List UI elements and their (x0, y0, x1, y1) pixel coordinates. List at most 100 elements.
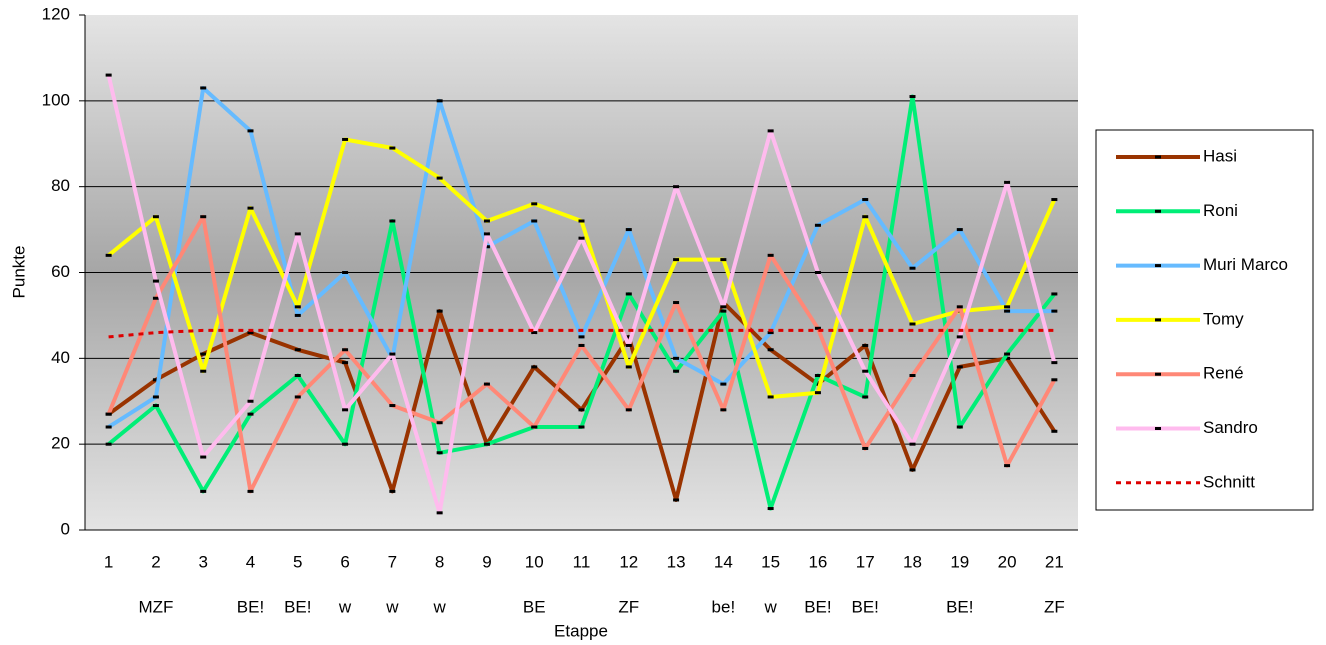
x-sublabel: w (433, 597, 447, 616)
x-tick-label: 17 (856, 552, 875, 571)
point-marker (200, 215, 207, 219)
y-axis-label: Punkte (9, 246, 28, 299)
y-tick-label: 0 (61, 519, 70, 538)
point-marker (200, 352, 207, 356)
y-tick-label: 80 (51, 176, 70, 195)
x-tick-label: 10 (525, 552, 544, 571)
point-marker (673, 301, 680, 305)
point-marker (105, 442, 112, 446)
x-sublabel: w (338, 597, 352, 616)
point-marker (1004, 309, 1011, 313)
point-marker (862, 446, 869, 450)
point-marker (342, 408, 349, 412)
point-marker (1004, 180, 1011, 184)
point-marker (342, 442, 349, 446)
point-marker (294, 305, 301, 309)
point-marker (956, 228, 963, 232)
x-tick-label: 8 (435, 552, 444, 571)
point-marker (720, 408, 727, 412)
point-marker (294, 395, 301, 399)
legend-label: Muri Marco (1203, 255, 1288, 274)
point-marker (673, 498, 680, 502)
point-marker (389, 219, 396, 223)
point-marker (814, 374, 821, 377)
point-marker (389, 404, 396, 408)
point-marker (956, 305, 963, 309)
point-marker (483, 219, 490, 223)
legend-marker (1155, 372, 1161, 376)
point-marker (625, 365, 632, 369)
point-marker (294, 374, 301, 377)
point-marker (578, 219, 585, 223)
point-marker (767, 331, 774, 335)
point-marker (1051, 378, 1058, 382)
point-marker (956, 365, 963, 369)
point-marker (105, 412, 112, 416)
x-sublabel: ZF (618, 597, 639, 616)
point-marker (814, 271, 821, 274)
legend-label: René (1203, 364, 1244, 383)
point-marker (909, 442, 916, 446)
point-marker (247, 399, 254, 403)
x-sublabel: MZF (138, 597, 173, 616)
point-marker (862, 369, 869, 373)
x-tick-label: 7 (388, 552, 397, 571)
point-marker (625, 228, 632, 232)
x-sublabel: BE! (946, 597, 973, 616)
point-marker (625, 335, 632, 339)
legend-marker (1155, 209, 1161, 213)
point-marker (767, 395, 774, 399)
point-marker (531, 219, 538, 223)
legend-marker (1155, 264, 1161, 268)
point-marker (673, 356, 680, 360)
x-tick-label: 19 (950, 552, 969, 571)
point-marker (152, 279, 159, 283)
point-marker (767, 253, 774, 257)
point-marker (814, 223, 821, 227)
x-tick-label: 15 (761, 552, 780, 571)
point-marker (1051, 429, 1058, 433)
point-marker (862, 395, 869, 399)
point-marker (720, 258, 727, 262)
point-marker (1004, 464, 1011, 468)
point-marker (956, 425, 963, 429)
x-tick-label: 2 (151, 552, 160, 571)
x-sublabel: be! (712, 597, 736, 616)
y-tick-label: 40 (51, 348, 70, 367)
point-marker (767, 129, 774, 133)
x-tick-label: 21 (1045, 552, 1064, 571)
point-marker (625, 292, 632, 296)
x-tick-label: 12 (619, 552, 638, 571)
point-marker (578, 335, 585, 339)
point-marker (531, 425, 538, 429)
y-tick-label: 60 (51, 262, 70, 281)
point-marker (862, 215, 869, 219)
x-tick-label: 1 (104, 552, 113, 571)
y-tick-label: 120 (42, 4, 70, 23)
point-marker (342, 137, 349, 141)
x-axis-label: Etappe (554, 621, 608, 640)
point-marker (814, 391, 821, 395)
point-marker (152, 395, 159, 399)
x-tick-label: 5 (293, 552, 302, 571)
legend-marker (1155, 155, 1161, 159)
point-marker (342, 361, 349, 365)
point-marker (625, 408, 632, 412)
y-tick-label: 100 (42, 90, 70, 109)
point-marker (152, 296, 159, 300)
point-marker (767, 348, 774, 352)
point-marker (436, 309, 443, 313)
point-marker (152, 378, 159, 382)
point-marker (909, 322, 916, 326)
x-sublabel: BE (523, 597, 546, 616)
point-marker (483, 232, 490, 236)
legend-label: Hasi (1203, 146, 1237, 165)
series-line (108, 328, 1055, 339)
point-marker (909, 95, 916, 99)
point-marker (578, 343, 585, 347)
point-marker (436, 176, 443, 180)
x-tick-label: 3 (198, 552, 207, 571)
point-marker (247, 206, 254, 210)
point-marker (200, 489, 207, 493)
